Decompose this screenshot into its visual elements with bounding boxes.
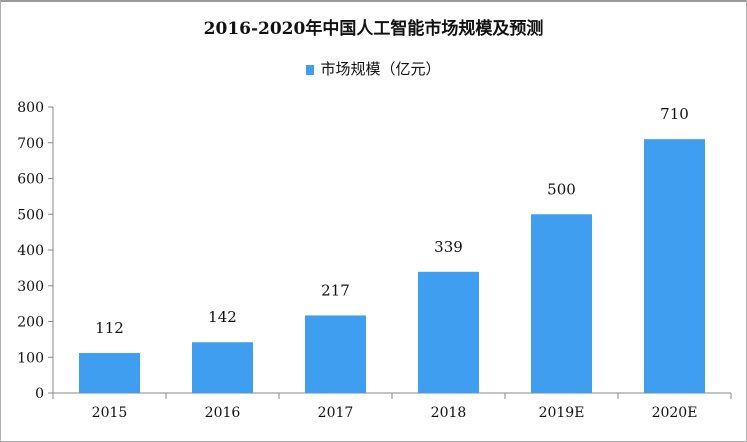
y-tick-label: 800: [17, 100, 44, 116]
legend-label: 市场规模（亿元）: [320, 60, 441, 78]
y-tick-label: 400: [17, 243, 44, 259]
data-label: 500: [547, 180, 576, 198]
chart-title: 2016-2020年中国人工智能市场规模及预测: [203, 19, 544, 39]
x-tick-label: 2016: [205, 405, 241, 421]
data-label: 217: [321, 281, 350, 299]
bar-2018: [418, 271, 479, 393]
y-tick-label: 500: [17, 207, 44, 223]
bar-2019E: [531, 214, 592, 393]
legend-swatch: [306, 65, 315, 75]
y-tick-label: 300: [17, 279, 44, 295]
bar-2015: [79, 352, 140, 393]
data-label: 339: [434, 238, 463, 256]
x-tick-label: 2015: [92, 405, 128, 421]
legend: 市场规模（亿元）: [0, 58, 747, 79]
data-label: 710: [660, 105, 689, 123]
bar-2020E: [644, 139, 705, 393]
y-tick-label: 600: [17, 172, 44, 188]
x-tick-label: 2019E: [539, 405, 585, 421]
y-tick-label: 100: [17, 350, 44, 366]
bar-2017: [305, 315, 366, 393]
data-label: 112: [95, 319, 124, 337]
x-tick-label: 2017: [318, 405, 354, 421]
y-tick-label: 200: [17, 315, 44, 331]
bar-2016: [192, 342, 253, 393]
y-tick-label: 700: [17, 136, 44, 152]
data-label: 142: [208, 308, 237, 326]
x-tick-label: 2020E: [652, 405, 698, 421]
y-tick-label: 0: [35, 386, 44, 402]
x-tick-label: 2018: [431, 405, 467, 421]
